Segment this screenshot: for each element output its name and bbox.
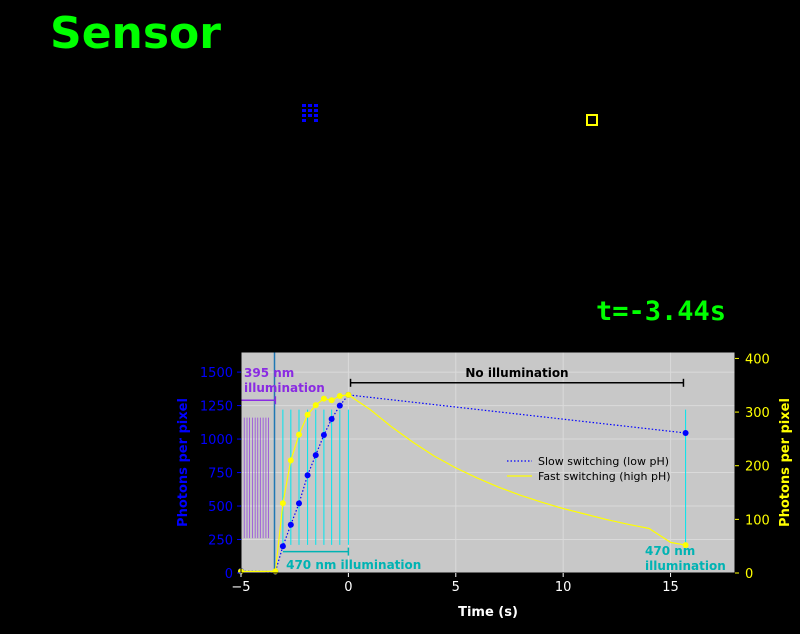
uv-label-line1: 395 nm — [244, 366, 294, 380]
chart-legend: Slow switching (low pH) Fast switching (h… — [507, 455, 671, 483]
grid-lines — [240, 352, 735, 574]
slow-point — [336, 402, 343, 409]
slow-point — [304, 472, 311, 479]
right-tick-label: 0 — [745, 567, 753, 582]
axes-frame — [240, 351, 736, 574]
slow-point — [279, 543, 286, 550]
uv-label-line2: illumination — [244, 381, 325, 395]
slow-point — [312, 452, 319, 459]
fast-point — [682, 542, 689, 549]
late-illum-label-line1: 470 nm — [645, 544, 695, 558]
late-illum-label-line2: illumination — [645, 559, 726, 573]
slow-point — [320, 432, 327, 439]
left-tick-label: 250 — [208, 534, 233, 549]
left-tick-label: 0 — [225, 567, 233, 582]
x-tick-label: 15 — [662, 580, 679, 595]
right-axis-label: Photons per pixel — [778, 398, 793, 527]
left-tick-label: 1250 — [200, 400, 233, 415]
fast-point — [320, 395, 327, 402]
blue-roi-marker-icon — [302, 104, 318, 122]
right-tick-label: 200 — [745, 460, 770, 475]
fast-point — [287, 457, 294, 464]
slow-point — [328, 415, 335, 422]
fast-point — [328, 397, 335, 404]
slow-point — [287, 521, 294, 528]
data-series — [238, 391, 689, 575]
left-tick-label: 750 — [208, 467, 233, 482]
time-readout: t=-3.44s — [596, 296, 727, 327]
axes: −5 0 5 10 1502505007501000125015000100200300… — [176, 351, 793, 620]
fast-point — [304, 411, 311, 418]
x-tick-label: 10 — [555, 580, 572, 595]
fast-point — [312, 402, 319, 409]
x-axis-label: Time (s) — [458, 605, 518, 620]
slow-point — [295, 500, 302, 507]
legend-entry: Fast switching (high pH) — [538, 470, 671, 483]
left-tick-label: 1000 — [200, 433, 233, 448]
slow-series-line — [240, 394, 686, 573]
slow-point — [682, 430, 689, 437]
right-tick-label: 400 — [745, 352, 770, 367]
x-tick-label: 0 — [344, 580, 352, 595]
legend-entry: Slow switching (low pH) — [538, 455, 669, 468]
fast-series-line — [241, 394, 686, 572]
figure-title: Sensor — [50, 8, 221, 59]
right-tick-label: 100 — [745, 513, 770, 528]
yellow-roi-marker-icon — [586, 114, 598, 126]
x-tick-label: −5 — [231, 580, 250, 595]
blue-illum-label: 470 nm illumination — [286, 558, 421, 572]
fast-point — [336, 392, 343, 399]
no-illum-label: No illumination — [465, 366, 568, 380]
fast-point — [345, 391, 352, 398]
x-tick-label: 5 — [452, 580, 460, 595]
left-tick-label: 500 — [208, 500, 233, 515]
left-axis-label: Photons per pixel — [176, 398, 191, 527]
left-tick-label: 1500 — [200, 366, 233, 381]
illumination-brackets — [241, 378, 685, 556]
fast-point — [279, 500, 286, 507]
right-tick-label: 300 — [745, 406, 770, 421]
plot-area — [241, 352, 735, 573]
fast-point — [295, 431, 302, 438]
